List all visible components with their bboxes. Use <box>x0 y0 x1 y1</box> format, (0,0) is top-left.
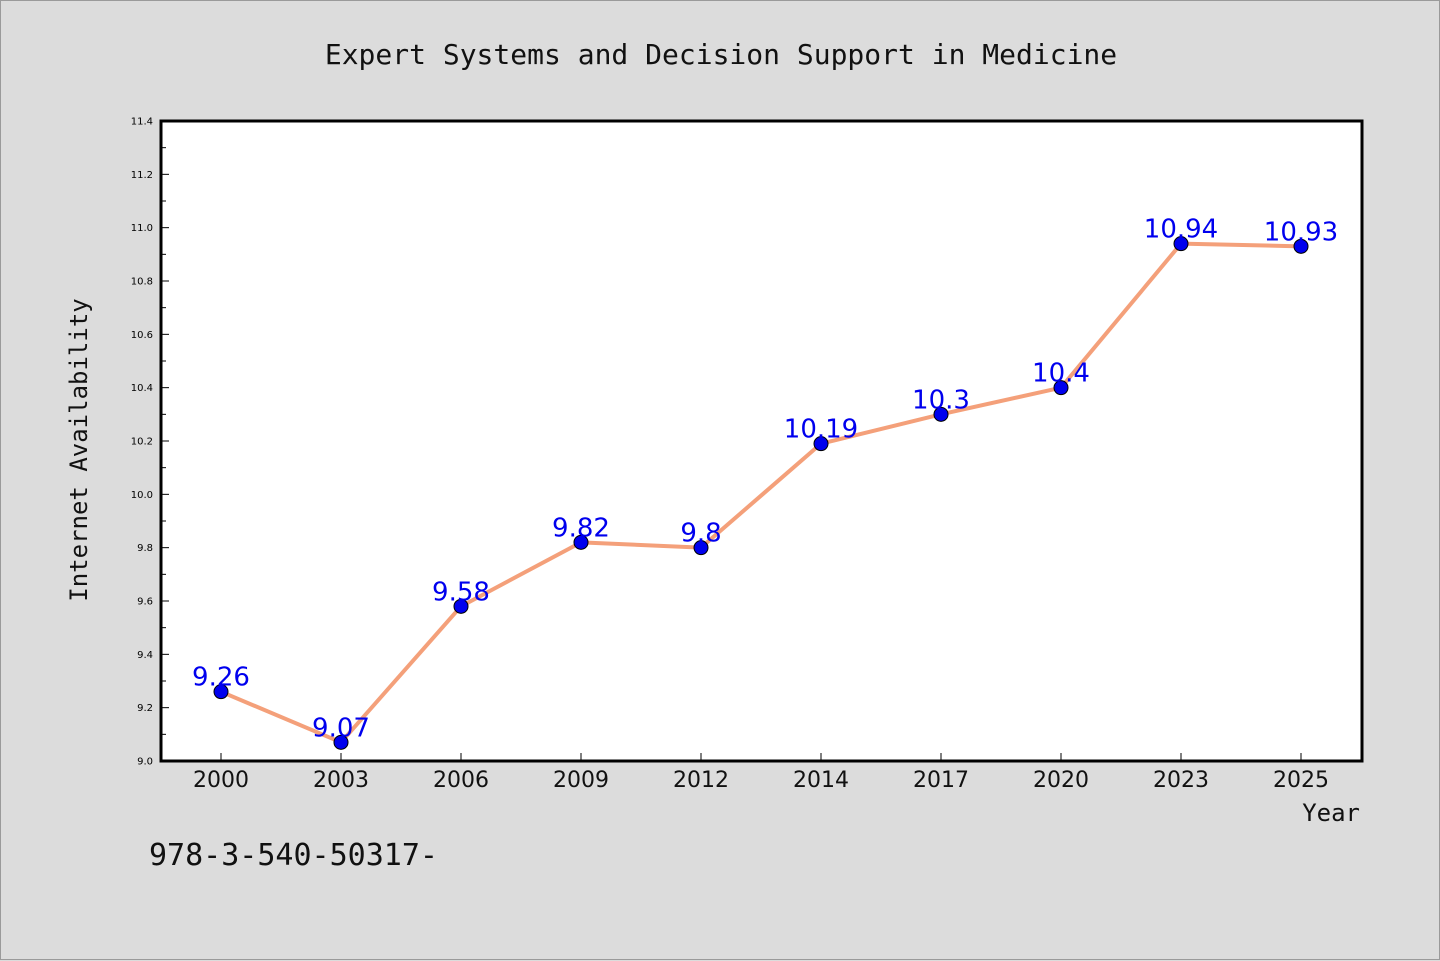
x-tick-label: 2025 <box>1273 768 1329 793</box>
data-point <box>1173 236 1189 252</box>
data-point <box>573 534 589 550</box>
y-tick-label: 10.4 <box>131 383 153 394</box>
y-tick-label: 10.0 <box>131 490 153 501</box>
y-tick-label: 9.6 <box>137 597 153 608</box>
y-tick-label: 9.8 <box>137 543 153 554</box>
data-point <box>213 684 229 700</box>
plot-area <box>161 121 1362 761</box>
data-label: 10.94 <box>1144 215 1218 245</box>
y-tick-label: 11.2 <box>131 170 153 181</box>
x-tick-label: 2009 <box>553 768 609 793</box>
data-label: 9.58 <box>432 577 490 607</box>
data-label: 9.07 <box>312 713 370 743</box>
x-axis-label: Year <box>1302 799 1360 827</box>
y-tick-label: 10.2 <box>131 437 153 448</box>
x-tick-label: 2012 <box>673 768 729 793</box>
series-layer: 9.26 9.07 9.58 9.82 9.8 10.19 10.3 10.4 10.94 10.… <box>192 215 1338 750</box>
x-tick-label: 2020 <box>1033 768 1089 793</box>
data-point <box>1293 238 1309 254</box>
y-tick-label: 9.4 <box>137 650 153 661</box>
x-tick-label: 2000 <box>193 768 249 793</box>
x-tick-label: 2006 <box>433 768 489 793</box>
data-point <box>693 540 709 556</box>
y-tick-label: 10.6 <box>131 330 153 341</box>
data-point <box>453 598 469 614</box>
data-point <box>933 406 949 422</box>
x-tick-label: 2017 <box>913 768 969 793</box>
data-label: 9.26 <box>192 663 250 693</box>
data-label: 10.93 <box>1264 217 1338 247</box>
footer-code: 978-3-540-50317- <box>149 838 438 873</box>
data-point <box>333 734 349 750</box>
x-axis: 2000 2003 2006 2009 2012 2014 2017 2020 2023 2025 <box>193 753 1329 793</box>
x-tick-label: 2003 <box>313 768 369 793</box>
series-line <box>220 241 1302 745</box>
chart-title: Expert Systems and Decision Support in M… <box>325 38 1117 71</box>
data-label: 10.3 <box>912 385 970 415</box>
data-label: 9.82 <box>552 513 610 543</box>
data-label: 9.8 <box>680 519 721 549</box>
y-axis-label: Internet Availability <box>65 298 93 601</box>
data-point <box>813 436 829 452</box>
y-tick-label: 9.0 <box>137 757 153 768</box>
data-label: 10.19 <box>784 415 858 445</box>
y-tick-label: 10.8 <box>131 277 153 288</box>
y-tick-label: 9.2 <box>137 703 153 714</box>
data-point <box>1053 380 1069 396</box>
y-tick-label: 11.0 <box>131 223 153 234</box>
x-tick-label: 2023 <box>1153 768 1209 793</box>
data-label: 10.4 <box>1032 359 1090 389</box>
plot-border <box>159 119 1364 763</box>
x-tick-label: 2014 <box>793 768 849 793</box>
y-tick-label: 11.4 <box>131 117 153 128</box>
